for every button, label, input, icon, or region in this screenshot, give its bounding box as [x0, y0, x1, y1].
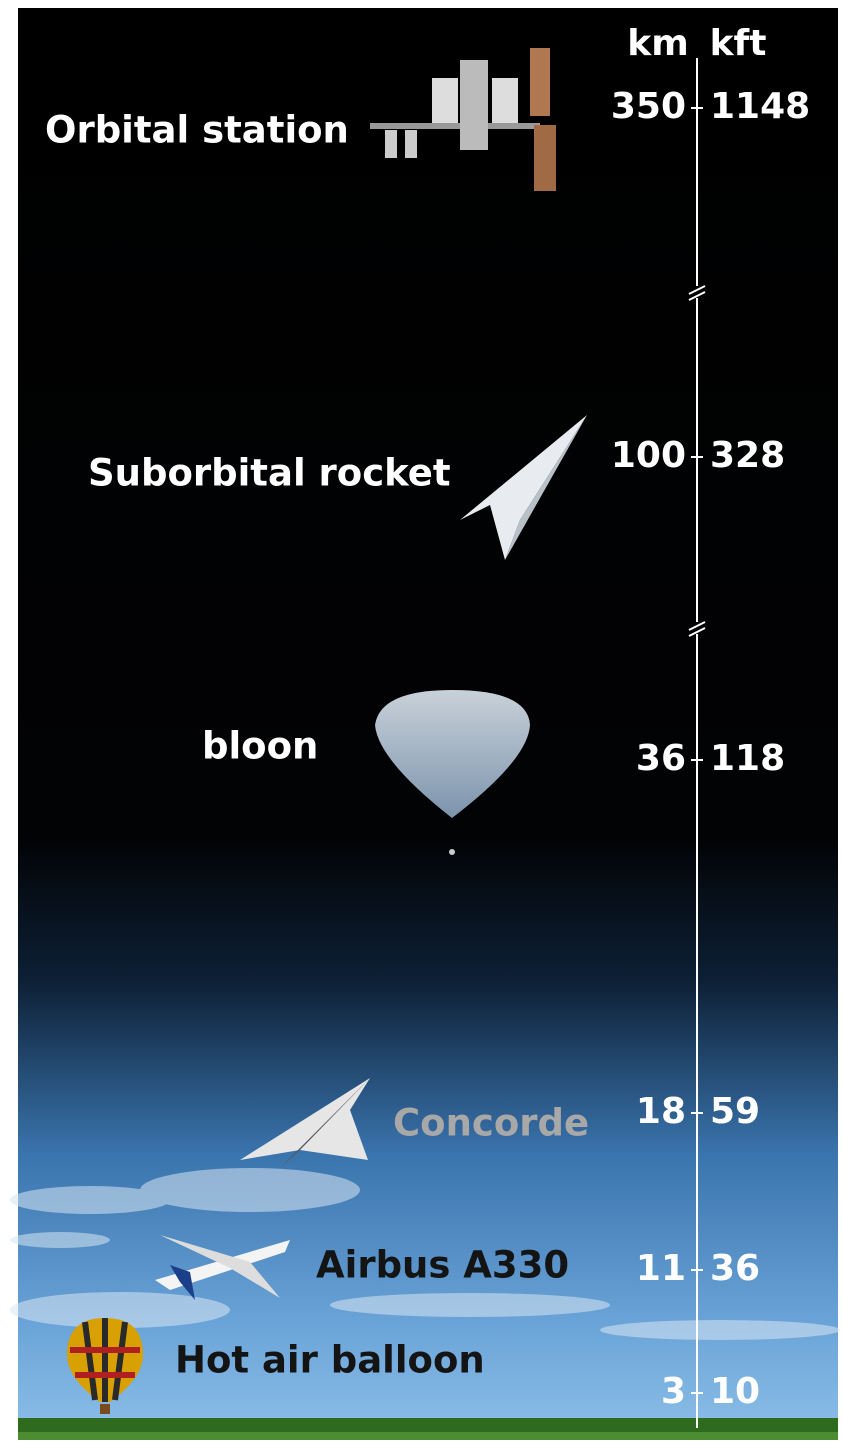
item-label: bloon: [202, 725, 318, 768]
kft-value: 118: [710, 738, 785, 779]
item-label: Orbital station: [45, 109, 349, 152]
kft-value: 1148: [710, 86, 810, 127]
kft-value: 36: [710, 1248, 760, 1289]
km-value: 18: [636, 1091, 686, 1132]
item-label: Concorde: [393, 1102, 589, 1145]
km-header: km: [627, 23, 688, 64]
km-value: 3: [661, 1371, 686, 1412]
altitude-infographic: km kft 350 1148 100 328 36 118 18 59 11 …: [0, 0, 843, 1442]
ground: [18, 1432, 838, 1440]
km-value: 36: [636, 738, 686, 779]
km-value: 350: [611, 86, 686, 127]
item-label: Suborbital rocket: [88, 452, 451, 495]
km-value: 11: [636, 1248, 686, 1289]
item-label: Hot air balloon: [175, 1339, 485, 1382]
item-label: Airbus A330: [316, 1244, 569, 1287]
km-value: 100: [611, 435, 686, 476]
kft-header: kft: [710, 23, 767, 64]
kft-value: 328: [710, 435, 785, 476]
kft-value: 10: [710, 1371, 760, 1412]
kft-value: 59: [710, 1091, 760, 1132]
